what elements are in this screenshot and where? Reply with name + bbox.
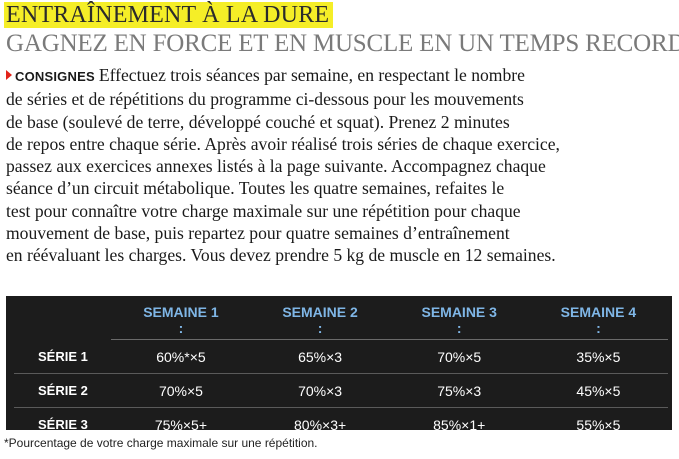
table-cell: 85%×1+ bbox=[389, 407, 529, 441]
table-corner bbox=[14, 304, 111, 340]
table-cell: 55%×5 bbox=[528, 407, 668, 441]
instructions-line: en réévaluant les charges. Vous devez pr… bbox=[6, 245, 556, 266]
table-row: SÉRIE 2 70%×5 70%×3 75%×3 45%×5 bbox=[14, 373, 668, 408]
article-title: ENTRAÎNEMENT À LA DURE bbox=[4, 2, 334, 28]
consignes-label: CONSIGNES bbox=[15, 69, 95, 84]
week-1-header: SEMAINE 1 : bbox=[111, 304, 251, 340]
table-cell: 35%×5 bbox=[576, 348, 621, 365]
row-label: SÉRIE 3 bbox=[14, 407, 112, 441]
instructions-line: CONSIGNES Effectuez trois séances par sem… bbox=[6, 64, 672, 88]
table-header-row: SEMAINE 1 : SEMAINE 2 : SEMAINE 3 : SEMA… bbox=[14, 304, 668, 340]
week-4-header: SEMAINE 4 : bbox=[528, 304, 668, 340]
table-cell: 70%×5 bbox=[111, 373, 251, 408]
instructions-line: de séries et de répétitions du programme… bbox=[6, 89, 524, 110]
instructions-line: de repos entre chaque série. Après avoir… bbox=[6, 133, 560, 154]
article-subtitle: GAGNEZ EN FORCE ET EN MUSCLE EN UN TEMPS… bbox=[6, 30, 679, 57]
footnote: *Pourcentage de votre charge maximale su… bbox=[4, 436, 318, 450]
program-table: SEMAINE 1 : SEMAINE 2 : SEMAINE 3 : SEMA… bbox=[14, 304, 668, 441]
instructions-text: Effectuez trois séances par semaine, en … bbox=[98, 65, 525, 85]
table-cell: 75%×5+ bbox=[111, 407, 251, 441]
table-cell: 45%×5 bbox=[528, 373, 668, 408]
table-cell: 65%×3 bbox=[298, 348, 343, 365]
table-cell: 75%×3 bbox=[389, 373, 529, 408]
table-row: SÉRIE 3 75%×5+ 80%×3+ 85%×1+ 55%×5 bbox=[14, 407, 668, 441]
week-3-header: SEMAINE 3 : bbox=[389, 304, 529, 340]
instructions-line: mouvement de base, puis repartez pour qu… bbox=[6, 223, 510, 244]
week-2-header: SEMAINE 2 : bbox=[250, 304, 390, 340]
row-label: SÉRIE 1 bbox=[38, 349, 88, 364]
instructions-line: test pour connaître votre charge maximal… bbox=[6, 200, 521, 221]
table-cell: 60%*×5 bbox=[156, 348, 206, 365]
table-cell: 80%×3+ bbox=[250, 407, 390, 441]
program-table-panel: SEMAINE 1 : SEMAINE 2 : SEMAINE 3 : SEMA… bbox=[6, 296, 672, 441]
instructions-line: séance d’un circuit métabolique. Toutes … bbox=[6, 178, 505, 199]
arrow-icon bbox=[6, 70, 12, 80]
table-cell: 70%×3 bbox=[250, 373, 390, 408]
table-row: SÉRIE 1 60%*×5 65%×3 70%×5 35%×5 bbox=[14, 340, 668, 374]
row-label: SÉRIE 2 bbox=[14, 373, 112, 408]
instructions-paragraph: CONSIGNES Effectuez trois séances par sem… bbox=[6, 64, 672, 267]
table-cell: 70%×5 bbox=[437, 348, 482, 365]
instructions-line: passez aux exercices annexes listés à la… bbox=[6, 156, 546, 177]
instructions-line: de base (soulevé de terre, développé cou… bbox=[6, 111, 510, 132]
